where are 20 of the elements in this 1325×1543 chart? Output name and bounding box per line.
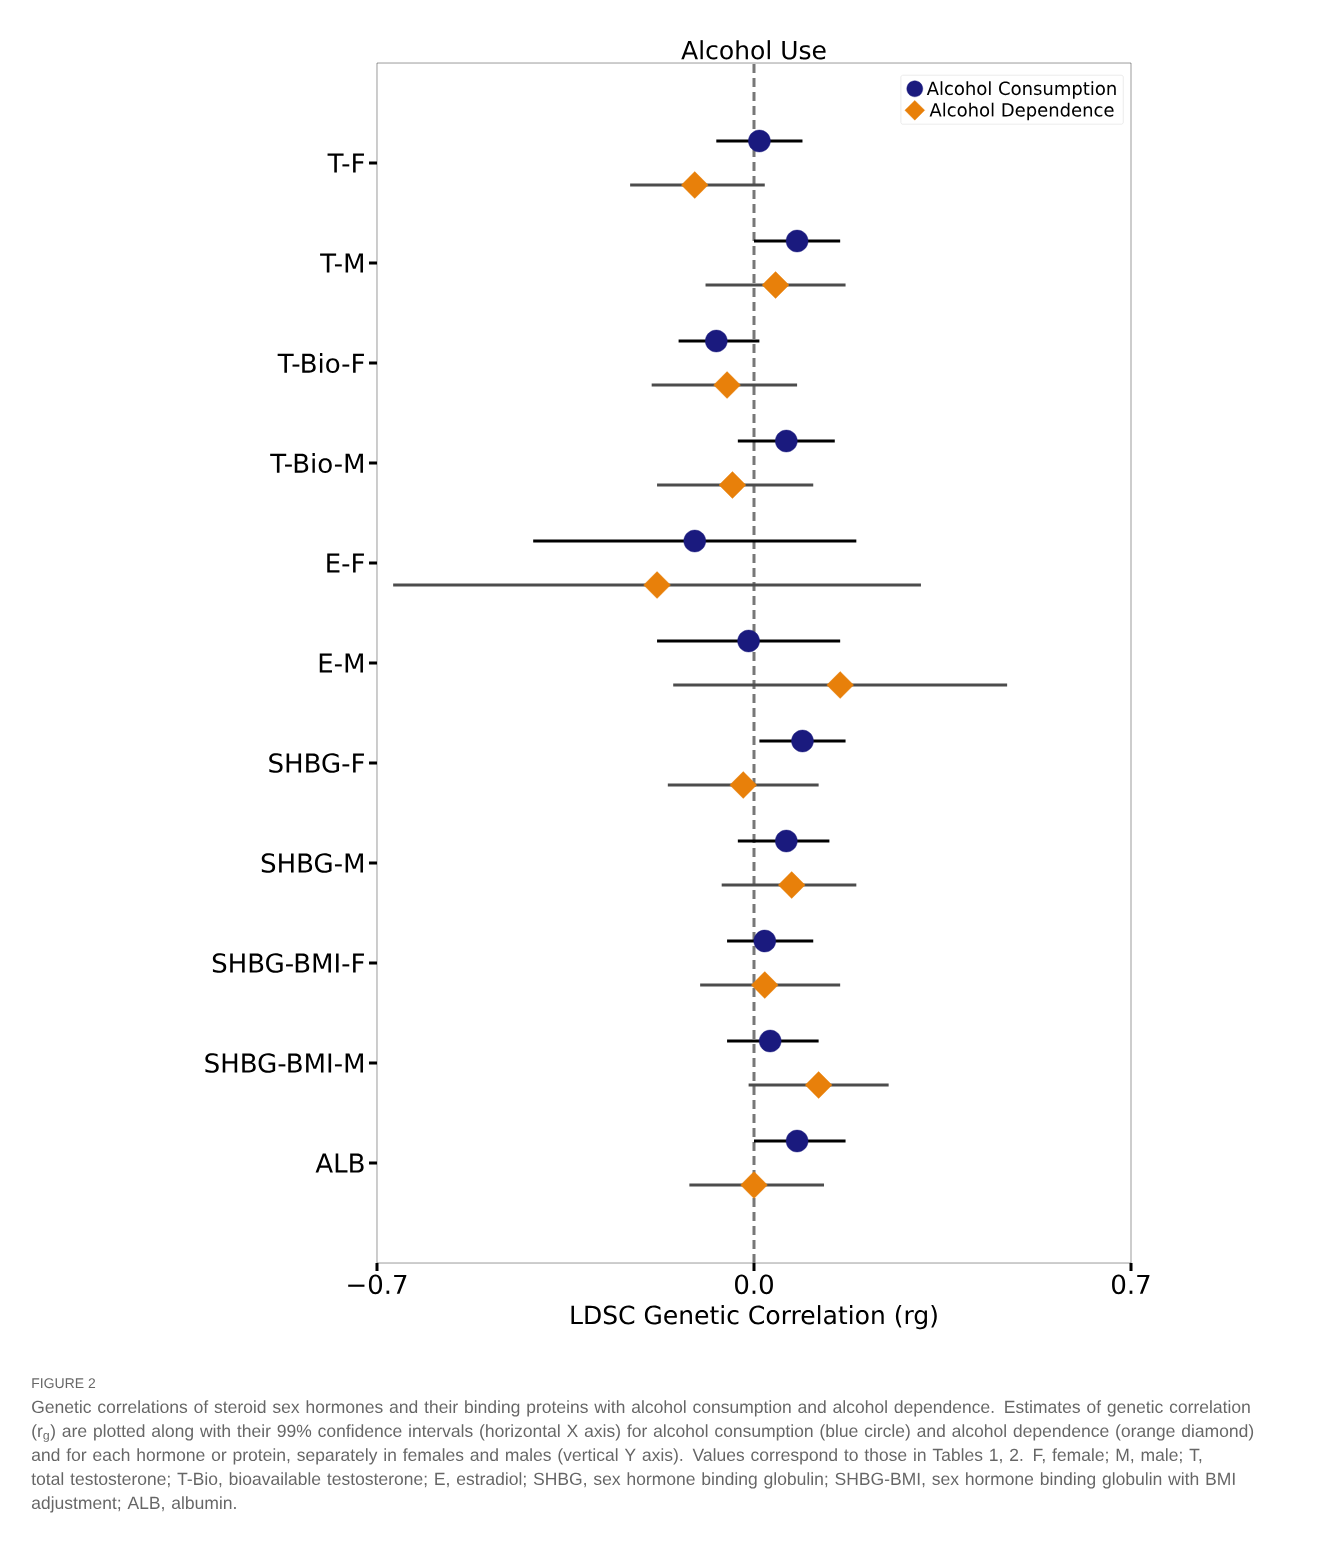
- y-tick-label: T-Bio-M: [270, 452, 363, 474]
- y-tick-label: E-F: [327, 553, 364, 573]
- y-tick-label: T-F: [327, 153, 364, 173]
- x-tick-label: 0.0: [735, 1274, 773, 1295]
- y-tick-label: T-M: [320, 253, 363, 273]
- y-tick-label: SHBG-F: [269, 753, 364, 773]
- x-tick-label: −0.7: [348, 1274, 407, 1295]
- y-tick-label: E-M: [319, 653, 363, 673]
- y-tick-label: SHBG-BMI-M: [205, 1053, 363, 1073]
- text: Genetic correlations of steroid sex hormones and their binding proteins with alcohol consumption and alcohol dependence. Estimates of genetic correlation (r$_{g}$) are plotted along with their 99% confidence intervals (horizontal X axis) for alcohol consumption (blue circle) and alcohol dependence (orange diamond) and for each hormone or protein, separately in females and males (vertical Y axis). Values correspond to those in Tables 1, 2. F, female; M, male; T, total testosterone; T-Bio, bioavailable testosterone; E, estradiol; SHBG, sex hormone binding globulin; SHBG-BMI, sex hormone binding globulin with BMI adjustment; ALB, albumin.: [31, 1400, 1254, 1513]
- x-tick-label: 0.7: [1112, 1274, 1150, 1295]
- y-tick-label: T-Bio-F: [277, 352, 364, 374]
- y-tick-label: ALB: [315, 1153, 364, 1173]
- caption: FIGURE 2: [32, 1378, 96, 1389]
- y-tick-label: SHBG-BMI-F: [212, 953, 364, 973]
- y-tick-label: SHBG-M: [261, 853, 363, 873]
- chart-title: Alcohol Use: [681, 40, 826, 60]
- legend-label: Alcohol Consumption: [926, 81, 1116, 99]
- legend-label: Alcohol Dependence: [929, 102, 1114, 121]
- x-axis-title: LDSC Genetic Correlation (rg): [571, 1305, 937, 1330]
